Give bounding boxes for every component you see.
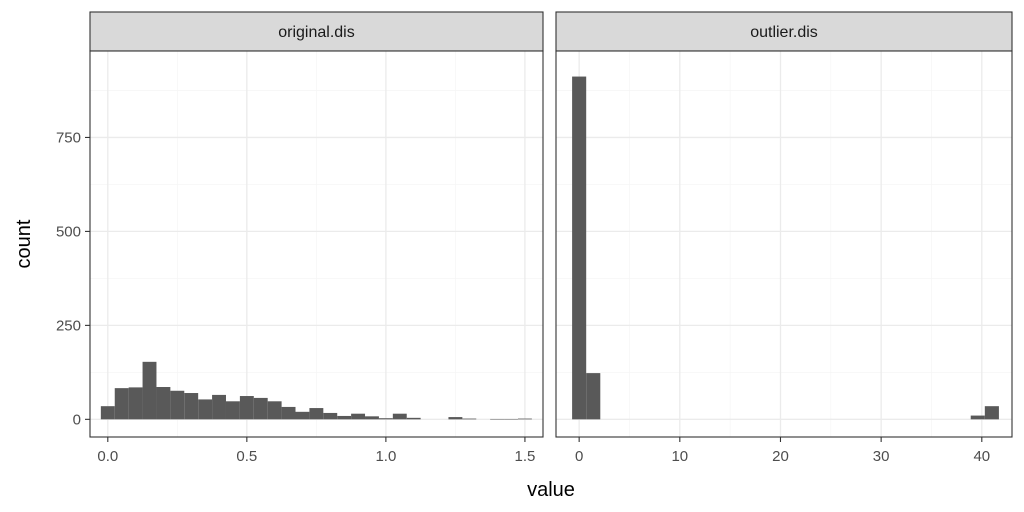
x-axis-title: value bbox=[527, 479, 575, 501]
histogram-bar bbox=[142, 361, 157, 420]
y-axis: 0 250 500 750 bbox=[56, 129, 90, 428]
histogram-bar bbox=[100, 406, 115, 420]
histogram-bar bbox=[281, 406, 296, 420]
panel-border bbox=[89, 50, 544, 438]
histogram-bar bbox=[448, 417, 463, 420]
x-tick-label: 10 bbox=[671, 448, 688, 465]
histogram-bar bbox=[253, 397, 268, 420]
facet-strip-label: outlier.dis bbox=[750, 24, 818, 41]
histogram-bar bbox=[490, 418, 505, 420]
histogram-bar bbox=[156, 387, 171, 420]
histogram-bar bbox=[572, 76, 587, 420]
histogram-bar bbox=[378, 418, 393, 420]
panel-background bbox=[556, 51, 1012, 437]
histogram-bar bbox=[225, 401, 240, 420]
y-tick-label: 250 bbox=[56, 317, 81, 334]
y-tick-label: 500 bbox=[56, 223, 81, 240]
histogram-bar bbox=[462, 418, 477, 420]
histogram-bar bbox=[337, 415, 352, 420]
x-tick-label: 0 bbox=[575, 448, 583, 465]
histogram-bar bbox=[406, 417, 421, 420]
histogram-bar bbox=[586, 373, 601, 420]
histogram-bar bbox=[351, 413, 366, 420]
x-tick-label: 20 bbox=[772, 448, 789, 465]
facet-strip-label: original.dis bbox=[278, 24, 354, 41]
x-tick-label: 0.5 bbox=[236, 448, 257, 465]
x-tick-label: 1.5 bbox=[514, 448, 535, 465]
histogram-bar bbox=[517, 418, 532, 420]
facet-strip bbox=[89, 11, 544, 52]
histogram-bar bbox=[114, 388, 129, 420]
histogram-bar bbox=[984, 406, 999, 420]
histogram-bar bbox=[267, 401, 282, 420]
histogram-bar bbox=[212, 394, 226, 420]
histogram-bar bbox=[239, 396, 254, 420]
histogram-bar bbox=[170, 390, 185, 420]
x-tick-label: 40 bbox=[973, 448, 990, 465]
histogram-bar bbox=[323, 412, 338, 420]
histogram-bar bbox=[392, 413, 407, 420]
histogram-bar bbox=[198, 399, 213, 420]
facet-strip bbox=[555, 11, 1013, 52]
histogram-bar bbox=[970, 415, 985, 420]
y-tick-label: 750 bbox=[56, 129, 81, 146]
histogram-bar bbox=[128, 387, 143, 420]
panel-border bbox=[555, 50, 1013, 438]
histogram-bar bbox=[309, 408, 324, 420]
histogram-bar bbox=[504, 418, 518, 420]
facet-panel-0: original.dis 0.0 0.5 1.0 1.5 bbox=[89, 11, 544, 465]
x-tick-label: 0.0 bbox=[97, 448, 118, 465]
histogram-bar bbox=[365, 416, 379, 420]
y-axis-title: count bbox=[13, 219, 35, 268]
histogram-bar bbox=[295, 411, 310, 420]
histogram-bar bbox=[184, 393, 199, 420]
facet-panel-1: outlier.dis 0 10 20 30 40 bbox=[555, 11, 1013, 465]
x-tick-label: 30 bbox=[873, 448, 890, 465]
y-tick-label: 0 bbox=[73, 411, 81, 428]
x-tick-label: 1.0 bbox=[375, 448, 396, 465]
